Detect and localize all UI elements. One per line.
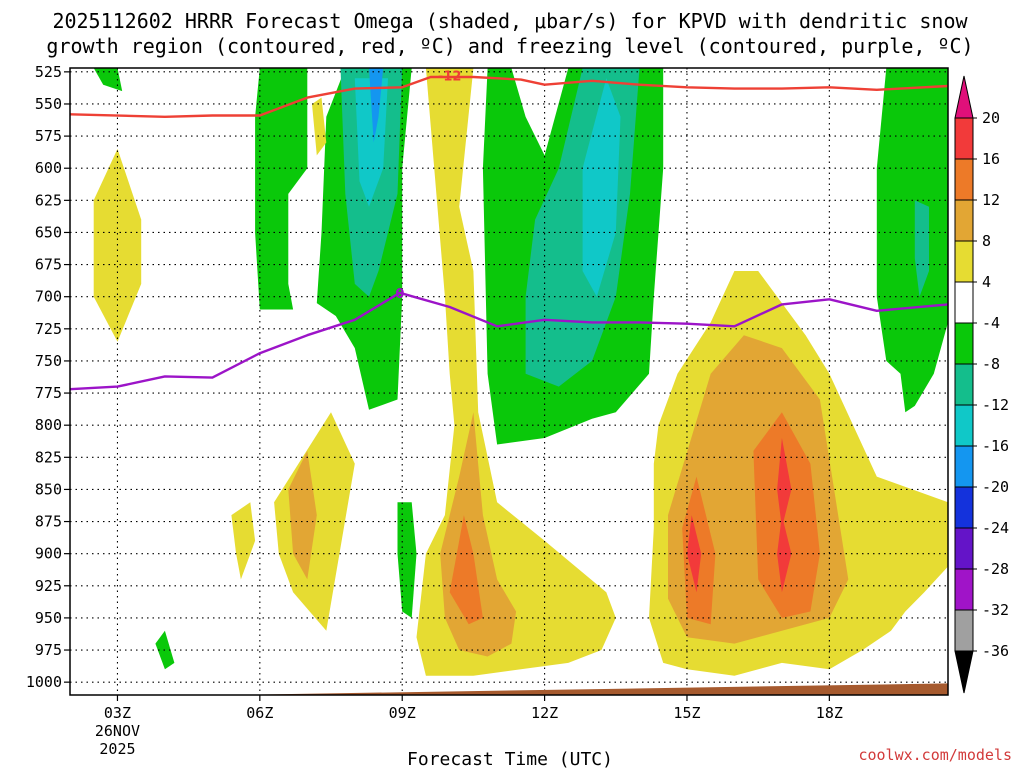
colorbar-bin — [954, 527, 974, 570]
omega-region — [369, 68, 384, 143]
omega-region — [876, 68, 948, 413]
terrain-fill — [230, 683, 948, 695]
plot-area: -12 0 — [69, 67, 949, 696]
y-tick-label: 925 — [35, 577, 62, 595]
y-tick-label: 800 — [35, 416, 62, 434]
colorbar-bin — [954, 609, 974, 652]
colorbar-label: 16 — [982, 150, 1000, 168]
colorbar-label: -12 — [982, 396, 1009, 414]
omega-shading — [93, 68, 948, 676]
x-tick-date: 26NOV — [95, 722, 140, 740]
dgz-contour-label: -12 — [438, 70, 462, 85]
y-tick-label: 725 — [35, 320, 62, 338]
colorbar-label: -32 — [982, 601, 1009, 619]
y-tick-label: 600 — [35, 159, 62, 177]
omega-region — [449, 515, 483, 625]
colorbar-bin — [954, 117, 974, 160]
colorbar-bin — [954, 158, 974, 201]
contour-lines: -12 0 — [69, 70, 949, 391]
y-axis: 525 550 575 600 625 650 675 700 725 750 775 800 825 8… — [26, 63, 70, 691]
colorbar-label: -20 — [982, 478, 1009, 496]
omega-region — [582, 78, 621, 297]
omega-region — [288, 450, 317, 580]
colorbar-bin — [954, 281, 974, 324]
y-tick-label: 850 — [35, 480, 62, 498]
y-tick-label: 900 — [35, 545, 62, 563]
x-tick-label: 03Z — [104, 704, 131, 722]
y-tick-label: 525 — [35, 63, 62, 81]
y-tick-label: 975 — [35, 641, 62, 659]
colorbar-bin — [954, 486, 974, 529]
terrain — [230, 683, 948, 695]
colorbar-label: -8 — [982, 355, 1000, 373]
plot-frame — [69, 67, 949, 696]
dgz-contour — [69, 75, 949, 118]
colorbar-label: 8 — [982, 232, 991, 250]
omega-region — [231, 502, 256, 580]
omega-region — [753, 412, 820, 618]
omega-region — [687, 515, 702, 593]
y-tick-label: 575 — [35, 127, 62, 145]
x-tick-label: 09Z — [389, 704, 416, 722]
colorbar-bottom-arrow — [954, 650, 974, 694]
y-tick-label: 700 — [35, 288, 62, 306]
colorbar-bin — [954, 322, 974, 365]
y-tick-label: 650 — [35, 223, 62, 241]
y-tick-label: 750 — [35, 352, 62, 370]
y-tick-label: 625 — [35, 191, 62, 209]
colorbar-label: 12 — [982, 191, 1000, 209]
chart-title-line1: 2025112602 HRRR Forecast Omega (shaded, … — [52, 9, 968, 33]
x-tick-label: 15Z — [673, 704, 700, 722]
colorbar-label: -24 — [982, 519, 1009, 537]
y-tick-label: 550 — [35, 95, 62, 113]
colorbar-bin — [954, 240, 974, 283]
omega-region — [777, 438, 792, 528]
omega-region — [777, 515, 792, 593]
y-tick-label: 950 — [35, 609, 62, 627]
colorbar-bin — [954, 445, 974, 488]
colorbar-top-arrow — [954, 75, 974, 119]
grid-lines — [70, 68, 948, 695]
colorbar-bin — [954, 363, 974, 406]
colorbar-label: -16 — [982, 437, 1009, 455]
chart-title-line2: growth region (contoured, red, ºC) and f… — [46, 34, 973, 58]
credit-text: coolwx.com/models — [858, 746, 1012, 764]
colorbar-bin — [954, 199, 974, 242]
x-tick-year: 2025 — [99, 740, 135, 758]
colorbar-label: -4 — [982, 314, 1000, 332]
omega-region — [255, 68, 308, 310]
y-tick-label: 825 — [35, 448, 62, 466]
colorbar-bin — [954, 568, 974, 611]
colorbar-label: 20 — [982, 109, 1000, 127]
colorbar-bin — [954, 404, 974, 447]
colorbar-label: -36 — [982, 642, 1009, 660]
x-axis-label: Forecast Time (UTC) — [407, 749, 613, 768]
freezing-contour-label: 0 — [395, 287, 404, 302]
omega-region — [354, 78, 388, 207]
y-tick-label: 875 — [35, 513, 62, 531]
freezing-contour — [69, 291, 949, 391]
y-tick-label: 675 — [35, 256, 62, 274]
colorbar-label: -28 — [982, 560, 1009, 578]
y-tick-label: 775 — [35, 384, 62, 402]
omega-region — [93, 68, 123, 92]
x-tick-label: 06Z — [246, 704, 273, 722]
omega-region — [914, 200, 929, 297]
colorbar: 20 16 12 8 4 -4 -8 -12 -16 -20 -24 -28 -32 -36 — [954, 75, 1009, 694]
colorbar-label: 4 — [982, 273, 991, 291]
x-tick-label: 12Z — [531, 704, 558, 722]
omega-region — [312, 97, 327, 156]
x-tick-label: 18Z — [816, 704, 843, 722]
y-tick-label: 1000 — [26, 673, 62, 691]
